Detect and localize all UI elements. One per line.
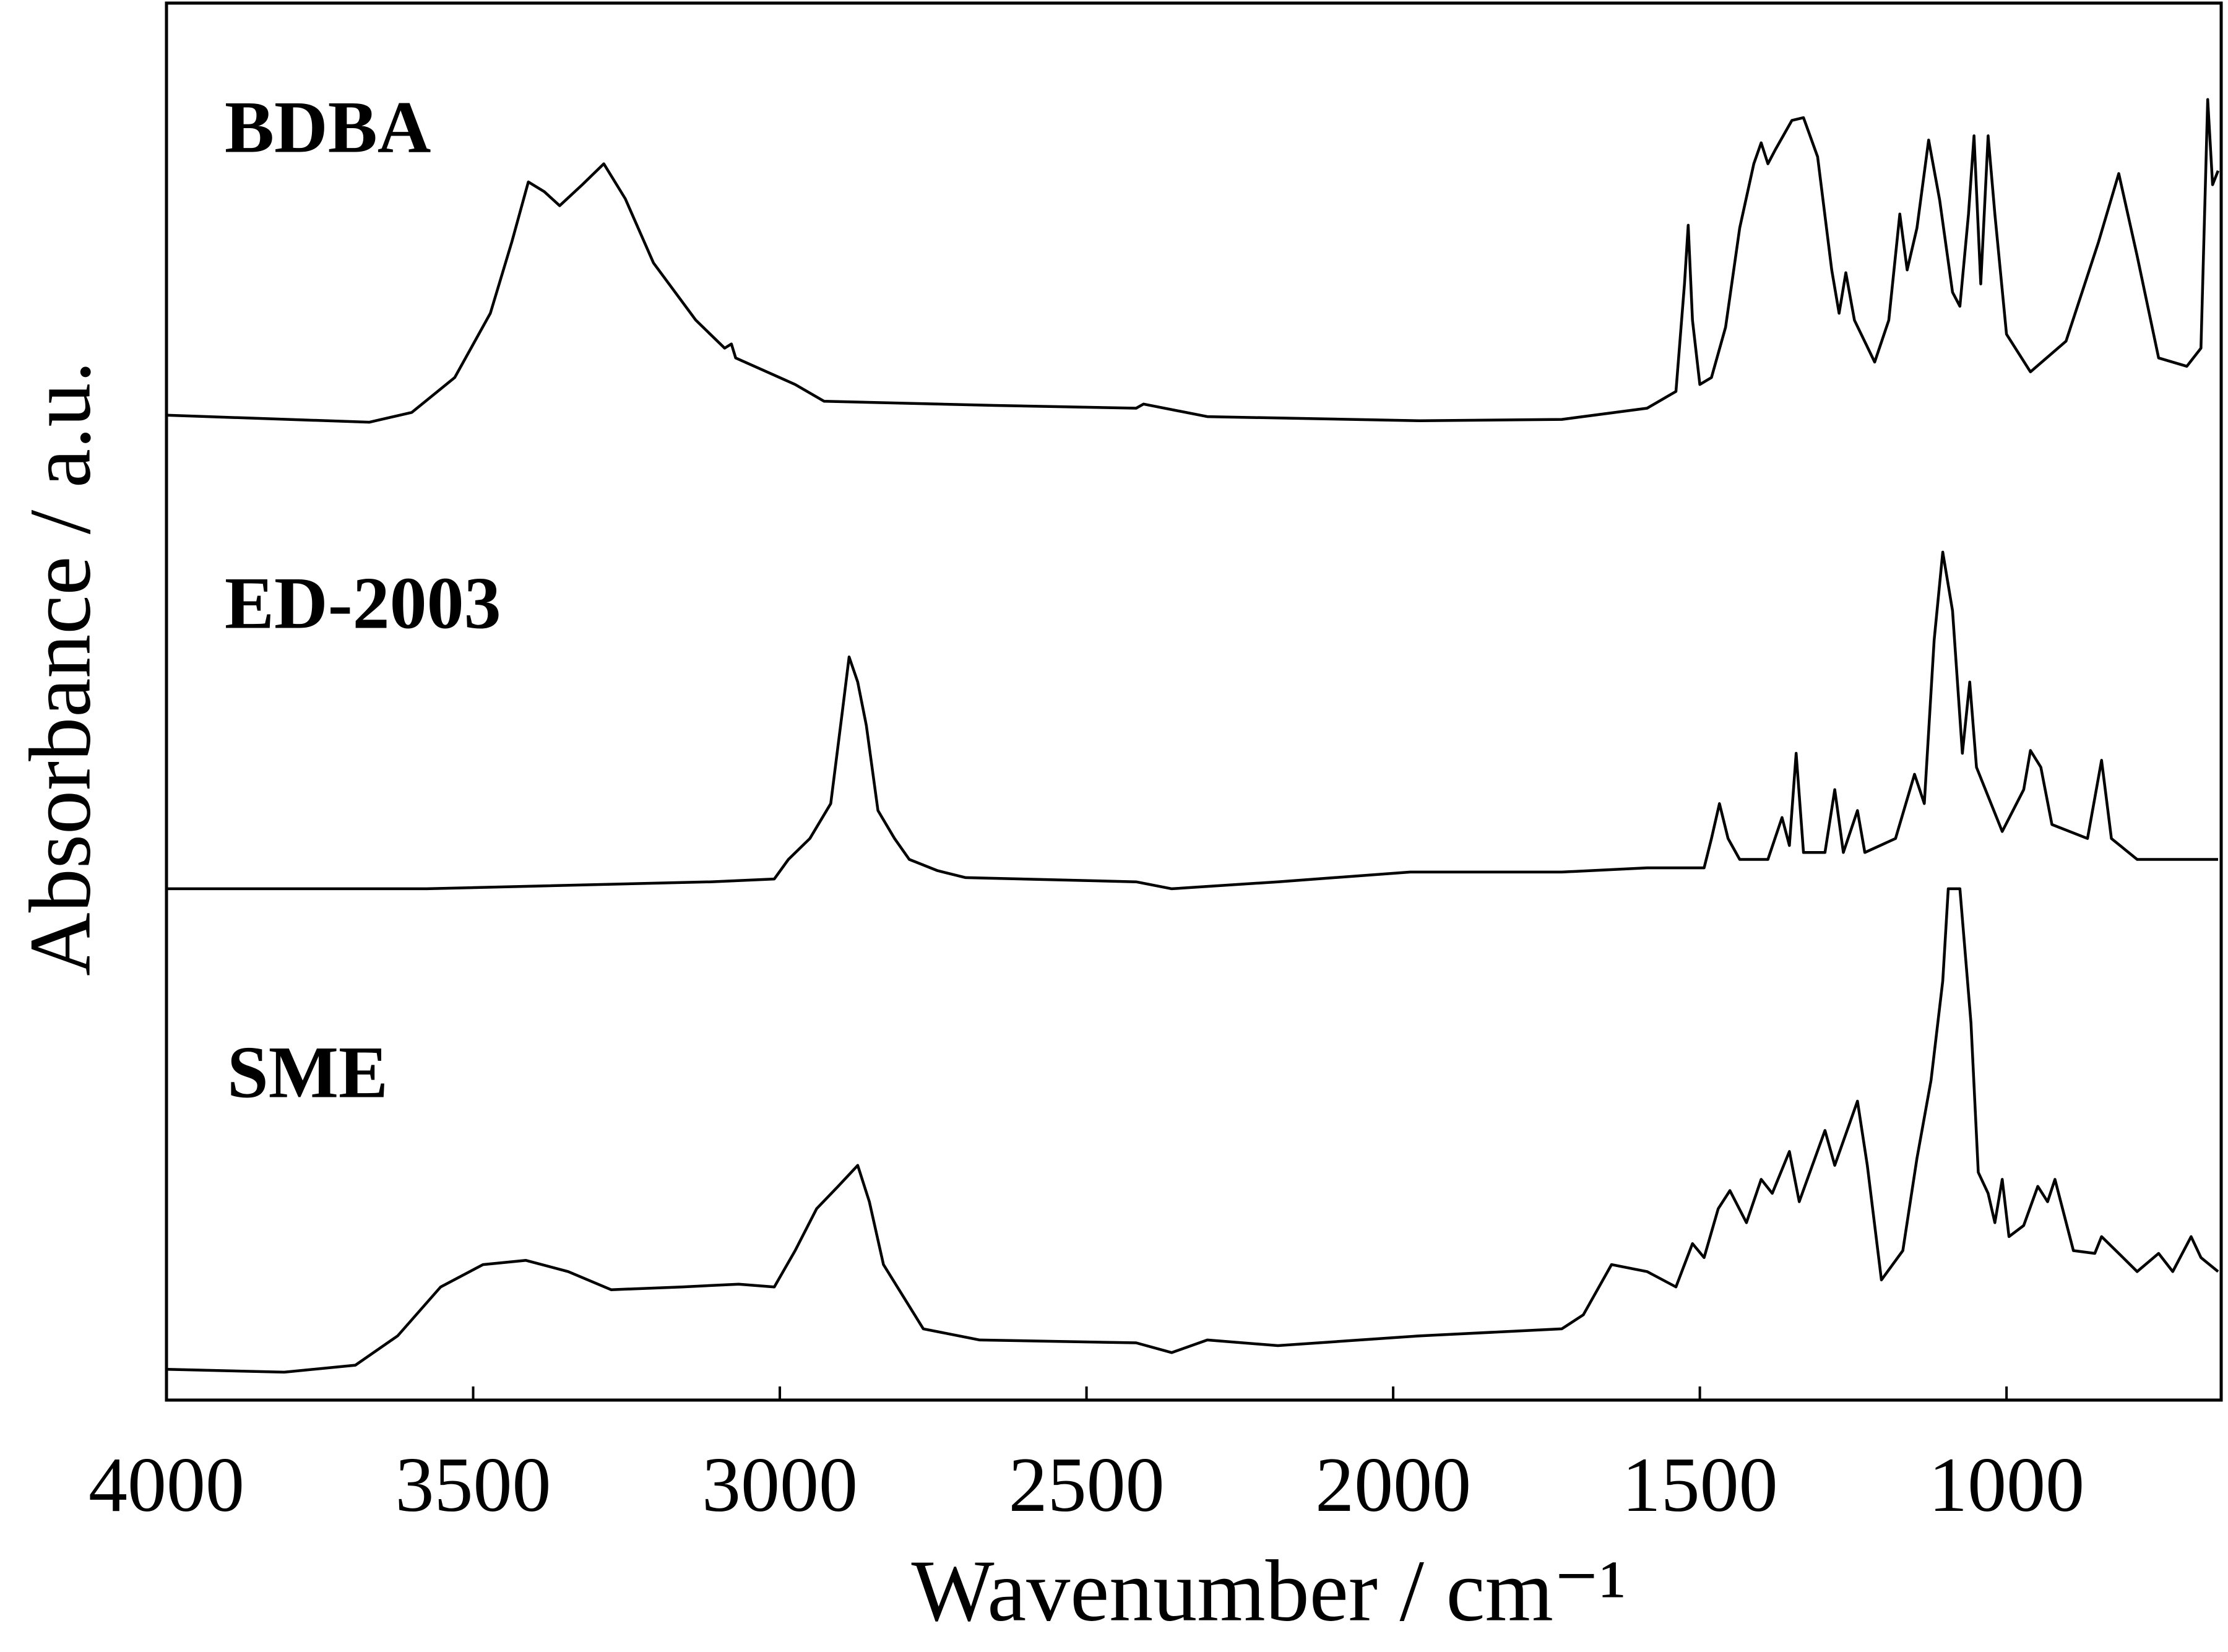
spectrum-line	[166, 98, 2220, 424]
y-axis-label: Absorbance / a.u.	[11, 361, 109, 976]
series-label: ED-2003	[225, 562, 501, 644]
x-tick-label: 3000	[702, 1442, 858, 1528]
x-tick-label: 3500	[395, 1442, 551, 1528]
x-axis-label: Wavenumber / cm⁻¹	[912, 1542, 1626, 1640]
x-tick-label: 1500	[1622, 1442, 1778, 1528]
x-tick-label: 4000	[89, 1442, 244, 1528]
spectrum-line	[166, 887, 2219, 1374]
x-tick-label: 2500	[1009, 1442, 1165, 1528]
series-label: BDBA	[225, 86, 431, 168]
x-tick-label: 1000	[1928, 1442, 2084, 1528]
series-label: SME	[227, 1031, 388, 1114]
x-tick-label: 2000	[1315, 1442, 1471, 1528]
plot-frame	[165, 1, 2223, 1402]
spectrum-line	[166, 550, 2218, 891]
